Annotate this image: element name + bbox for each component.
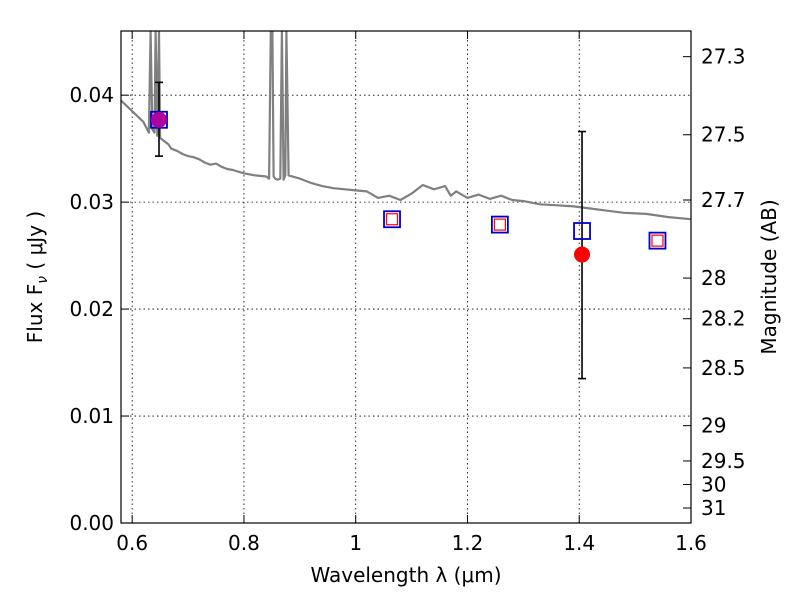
magnitude-tick-label: 31 xyxy=(701,496,726,520)
magnitude-tick-label: 27.7 xyxy=(701,188,746,212)
y-tick-label: 0.04 xyxy=(69,83,114,107)
x-tick-label: 0.6 xyxy=(116,531,148,555)
magnitude-tick-label: 28.5 xyxy=(701,356,746,380)
y-axis-label-main: Flux F xyxy=(23,284,47,343)
model-flux-square xyxy=(385,213,399,226)
observed-flux-square xyxy=(648,231,667,250)
y-tick-label: 0.02 xyxy=(69,297,114,321)
y-axis-label-units: ( μJy ) xyxy=(23,211,47,276)
magnitude-tick-label: 29 xyxy=(701,414,726,438)
observed-flux-square xyxy=(573,222,591,240)
magnitude-tick-label: 27.5 xyxy=(701,123,746,147)
y-axis-label: Flux Fν ( μJy ) xyxy=(23,211,51,343)
y-tick-label: 0.00 xyxy=(69,511,114,535)
magnitude-axis-label: Magnitude (AB) xyxy=(757,199,781,354)
plot-area xyxy=(121,31,691,380)
magnitude-tick-label: 27.3 xyxy=(701,45,746,69)
y-axis: 0.00 0.01 0.02 0.03 0.04 xyxy=(69,83,129,535)
plot-frame xyxy=(120,30,692,524)
flux-point xyxy=(151,111,167,128)
observed-flux-square xyxy=(383,210,401,229)
observed-flux-square xyxy=(490,215,509,234)
x-tick-label: 0.8 xyxy=(228,531,260,555)
x-axis: 0.6 0.8 1 1.2 1.4 1.6 xyxy=(116,31,707,555)
y-axis-label-group: Flux Fν ( μJy ) xyxy=(23,211,51,343)
x-tick-label: 1.2 xyxy=(452,531,484,555)
x-tick-label: 1.4 xyxy=(563,531,595,555)
grid-lines xyxy=(121,31,692,523)
x-tick-label: 1.6 xyxy=(675,531,707,555)
model-spectrum-line xyxy=(121,31,691,221)
y-tick-label: 0.01 xyxy=(69,404,114,428)
flux-point xyxy=(574,246,591,263)
x-axis-label: Wavelength λ (μm) xyxy=(310,563,501,587)
magnitude-tick-label: 29.5 xyxy=(701,449,746,473)
model-flux-square xyxy=(651,234,664,247)
magnitude-tick-label: 28.2 xyxy=(701,307,746,331)
x-tick-label: 1 xyxy=(349,531,362,555)
magnitude-tick-label: 30 xyxy=(701,472,726,496)
magnitude-tick-label: 28 xyxy=(701,266,726,290)
y-tick-label: 0.03 xyxy=(69,190,114,214)
model-flux-square xyxy=(493,218,506,231)
y-axis-label-subscript: ν xyxy=(35,276,51,284)
magnitude-axis-label-group: Magnitude (AB) xyxy=(757,199,781,354)
